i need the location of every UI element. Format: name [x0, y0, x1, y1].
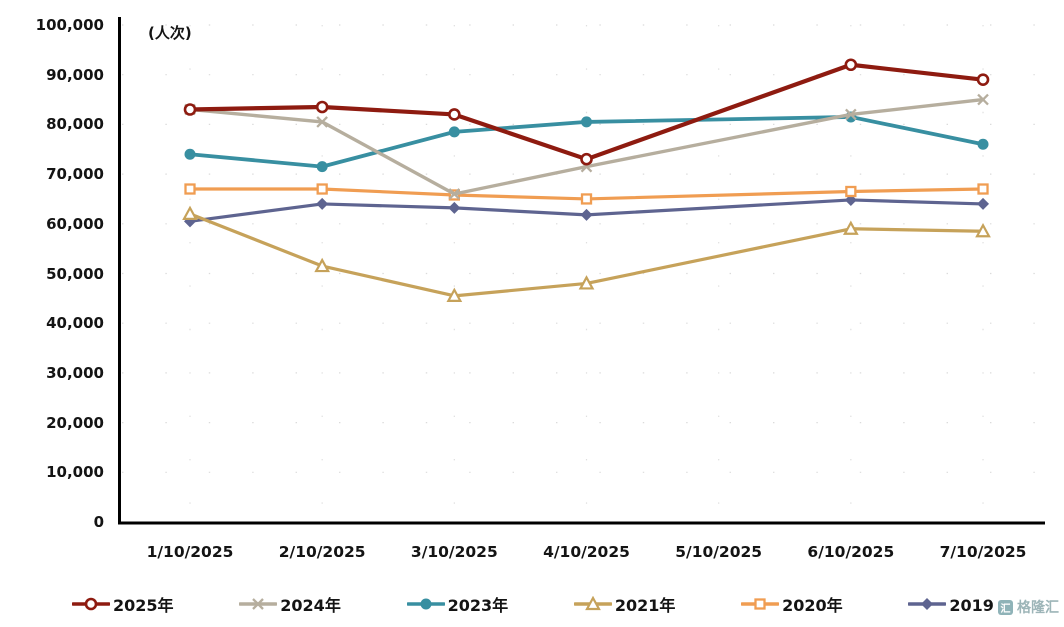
- legend-label: 2023年: [447, 596, 509, 615]
- y-tick-label: 40,000: [46, 314, 104, 333]
- legend-item: 2024年: [239, 592, 341, 616]
- x-tick-label: 2/10/2025: [278, 543, 366, 561]
- y-tick-label: 80,000: [46, 115, 104, 134]
- y-tick-label: 50,000: [46, 264, 104, 283]
- y-tick-label: 30,000: [46, 363, 104, 382]
- x-tick-label: 4/10/2025: [543, 543, 630, 561]
- legend-marker-icon: [239, 598, 278, 610]
- y-axis-unit-label: (人次): [148, 24, 192, 42]
- legend-marker-icon: [72, 597, 110, 611]
- y-tick-label: 90,000: [46, 65, 104, 84]
- y-tick-label: 100,000: [35, 16, 104, 34]
- y-tick-label: 20,000: [46, 413, 104, 432]
- legend-item: 2025年: [72, 592, 174, 616]
- watermark-logo-icon: 汇: [998, 599, 1013, 615]
- legend-item: 2023年: [406, 592, 509, 616]
- x-tick-label: 7/10/2025: [939, 543, 1027, 561]
- legend: 2025年 2024年 2023年 2021年 2020年 2019年: [72, 592, 1010, 616]
- legend-item: 2021年: [573, 592, 676, 616]
- legend-label: 2020年: [782, 596, 843, 615]
- y-tick-label: 70,000: [46, 165, 104, 184]
- legend-label: 2024年: [280, 596, 341, 615]
- legend-marker-icon: [741, 598, 780, 610]
- watermark: 汇 格隆汇: [994, 597, 1059, 617]
- x-tick-label: 5/10/2025: [675, 543, 763, 561]
- legend-label: 2021年: [614, 596, 676, 615]
- x-tick-label: 1/10/2025: [146, 543, 234, 561]
- x-tick-label: 3/10/2025: [410, 543, 498, 561]
- legend-marker-icon: [908, 598, 947, 610]
- legend-item: 2020年: [741, 592, 843, 616]
- watermark-text: 格隆汇: [1017, 600, 1059, 616]
- y-tick-label: 60,000: [46, 214, 104, 233]
- y-tick-label: 10,000: [46, 463, 104, 482]
- legend-marker-icon: [406, 598, 445, 610]
- x-tick-label: 6/10/2025: [807, 543, 895, 561]
- y-tick-label: 0: [93, 513, 104, 531]
- legend-marker-icon: [573, 596, 612, 611]
- plot-area: [118, 17, 1045, 525]
- legend-label: 2025年: [113, 596, 174, 615]
